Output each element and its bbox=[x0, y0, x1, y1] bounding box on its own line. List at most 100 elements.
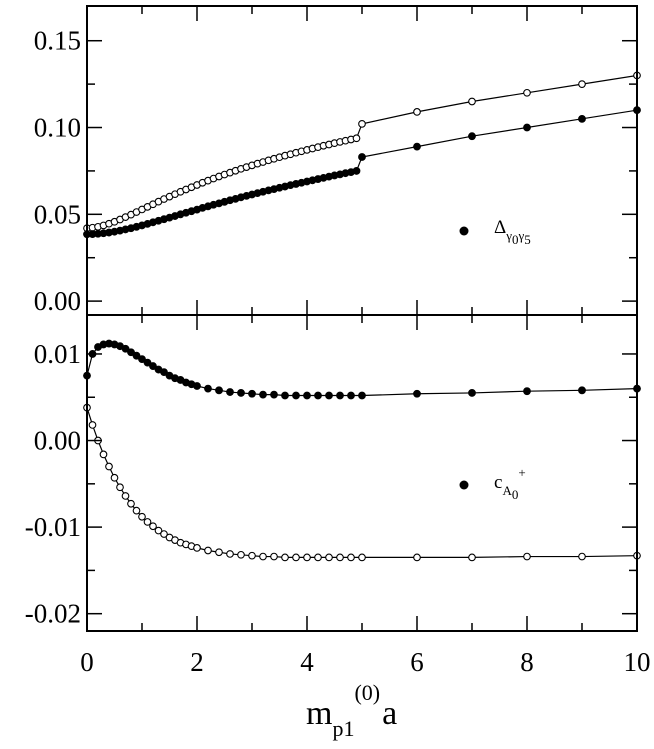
bottom-y-tick-label: -0.01 bbox=[25, 512, 81, 542]
bottom-filled-point bbox=[281, 391, 289, 400]
bottom-open-point bbox=[226, 550, 234, 558]
bottom-open-point bbox=[303, 553, 311, 562]
top-legend-sub2: 0 bbox=[512, 232, 519, 247]
bottom-open-point bbox=[237, 550, 245, 559]
top-open-point bbox=[358, 120, 366, 128]
bottom-open-point bbox=[143, 518, 152, 526]
bottom-open-point bbox=[358, 553, 366, 562]
bottom-filled-point bbox=[259, 390, 267, 399]
bottom-filled-point bbox=[149, 362, 157, 370]
bottom-filled-point bbox=[132, 351, 141, 360]
bottom-filled-point bbox=[193, 382, 201, 390]
bottom-plot-frame bbox=[86, 314, 638, 632]
bottom-filled-point bbox=[248, 389, 256, 398]
bottom-filled-point bbox=[143, 358, 152, 367]
bottom-filled-point bbox=[336, 391, 344, 400]
bottom-filled-point bbox=[314, 391, 322, 400]
bottom-open-point bbox=[270, 552, 278, 561]
x-tick-label: 10 bbox=[624, 647, 651, 677]
top-filled-point bbox=[523, 123, 531, 132]
x-axis-label-sup: (0) bbox=[354, 680, 380, 705]
bottom-open-point bbox=[149, 522, 157, 531]
x-tick-labels: 0 2 4 6 8 10 bbox=[80, 647, 650, 677]
bottom-y-tick-labels: -0.02 -0.01 0.00 0.01 bbox=[25, 339, 81, 629]
bottom-open-point bbox=[99, 450, 108, 459]
bottom-ticks bbox=[86, 315, 638, 631]
top-legend-sub3: γ bbox=[517, 228, 524, 243]
top-series-open-line bbox=[86, 74, 638, 229]
bottom-open-point bbox=[121, 492, 130, 500]
x-axis-label-tail: a bbox=[382, 695, 397, 732]
x-tick-label: 2 bbox=[190, 647, 204, 677]
bottom-filled-point bbox=[523, 387, 531, 396]
bottom-open-point bbox=[281, 553, 289, 562]
bottom-filled-point bbox=[160, 368, 168, 377]
top-legend-marker bbox=[459, 226, 469, 236]
bottom-open-point bbox=[105, 462, 113, 471]
bottom-filled-point bbox=[303, 391, 311, 400]
bottom-legend-label: cA0 + bbox=[494, 465, 526, 502]
top-series-markers bbox=[83, 71, 641, 239]
top-y-tick-label: 0.00 bbox=[34, 286, 81, 316]
bottom-filled-point bbox=[413, 389, 421, 398]
bottom-series-markers bbox=[83, 339, 641, 562]
bottom-open-point bbox=[336, 553, 344, 562]
bottom-legend-sub2: 0 bbox=[512, 487, 519, 502]
top-y-tick-label: 0.15 bbox=[34, 26, 81, 56]
top-open-point bbox=[413, 108, 421, 116]
bottom-panel: -0.02-0.010.000.01 0 2 4 6 8 10 cA0+ bbox=[25, 314, 651, 677]
bottom-open-point bbox=[193, 544, 201, 552]
top-open-point bbox=[352, 134, 361, 143]
bottom-filled-point bbox=[270, 390, 278, 399]
x-tick-label: 6 bbox=[410, 647, 424, 677]
top-legend-label: Δγ0γ5 bbox=[494, 217, 531, 247]
top-open-point bbox=[523, 88, 531, 97]
top-filled-point bbox=[578, 114, 586, 123]
bottom-filled-point bbox=[578, 386, 586, 395]
bottom-y-tick-label: 0.01 bbox=[34, 339, 81, 369]
bottom-legend-symbol: c bbox=[494, 472, 502, 493]
x-axis-label: mp1(0)a bbox=[306, 680, 397, 741]
bottom-open-point bbox=[110, 473, 119, 482]
bottom-open-point bbox=[248, 551, 256, 560]
bottom-open-point bbox=[138, 512, 146, 521]
bottom-filled-point bbox=[121, 344, 130, 353]
top-filled-point bbox=[352, 167, 361, 175]
bottom-open-point bbox=[347, 553, 355, 562]
bottom-open-point bbox=[132, 506, 141, 515]
bottom-open-point bbox=[259, 552, 267, 561]
x-axis-label-main: m bbox=[306, 695, 332, 732]
bottom-filled-point bbox=[468, 389, 476, 397]
bottom-open-point bbox=[116, 483, 124, 492]
top-open-point bbox=[468, 97, 476, 106]
bottom-y-tick-label: -0.02 bbox=[25, 599, 81, 629]
bottom-legend-sup: + bbox=[518, 465, 525, 480]
bottom-open-point bbox=[413, 553, 421, 562]
bottom-open-point bbox=[154, 526, 163, 535]
x-tick-label: 0 bbox=[80, 647, 94, 677]
top-y-tick-label: 0.10 bbox=[34, 113, 81, 143]
bottom-open-point bbox=[468, 553, 476, 562]
bottom-legend: cA0 + bbox=[459, 465, 526, 502]
bottom-open-point bbox=[523, 552, 531, 561]
bottom-open-point bbox=[127, 499, 135, 508]
top-filled-point bbox=[413, 142, 421, 151]
top-legend-sub4: 5 bbox=[524, 232, 531, 247]
bottom-filled-point bbox=[237, 389, 245, 397]
bottom-open-point bbox=[325, 553, 333, 562]
top-filled-point bbox=[468, 132, 476, 141]
bottom-filled-point bbox=[325, 391, 333, 400]
bottom-filled-point bbox=[204, 384, 212, 393]
top-open-point bbox=[578, 80, 586, 88]
bottom-legend-sub1: A bbox=[502, 483, 512, 498]
bottom-filled-point bbox=[292, 391, 300, 400]
x-tick-label: 4 bbox=[300, 647, 314, 677]
bottom-legend-marker bbox=[459, 480, 469, 490]
bottom-series-filled-line bbox=[86, 342, 638, 397]
top-legend: Δγ0γ5 bbox=[459, 217, 531, 247]
top-legend-sub1: γ bbox=[505, 228, 512, 243]
bottom-filled-point bbox=[138, 355, 146, 364]
bottom-open-point bbox=[578, 552, 586, 561]
x-axis-label-sub: p1 bbox=[332, 716, 354, 741]
